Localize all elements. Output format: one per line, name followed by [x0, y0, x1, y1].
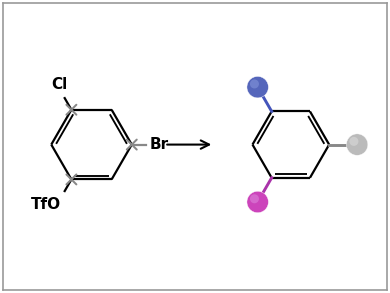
Text: TfO: TfO — [31, 197, 61, 212]
Circle shape — [250, 194, 259, 203]
Text: Cl: Cl — [51, 77, 67, 92]
Circle shape — [349, 137, 358, 146]
Circle shape — [250, 79, 259, 88]
Text: Br: Br — [149, 137, 168, 152]
Circle shape — [247, 76, 268, 98]
Circle shape — [346, 134, 368, 155]
Circle shape — [247, 191, 268, 213]
